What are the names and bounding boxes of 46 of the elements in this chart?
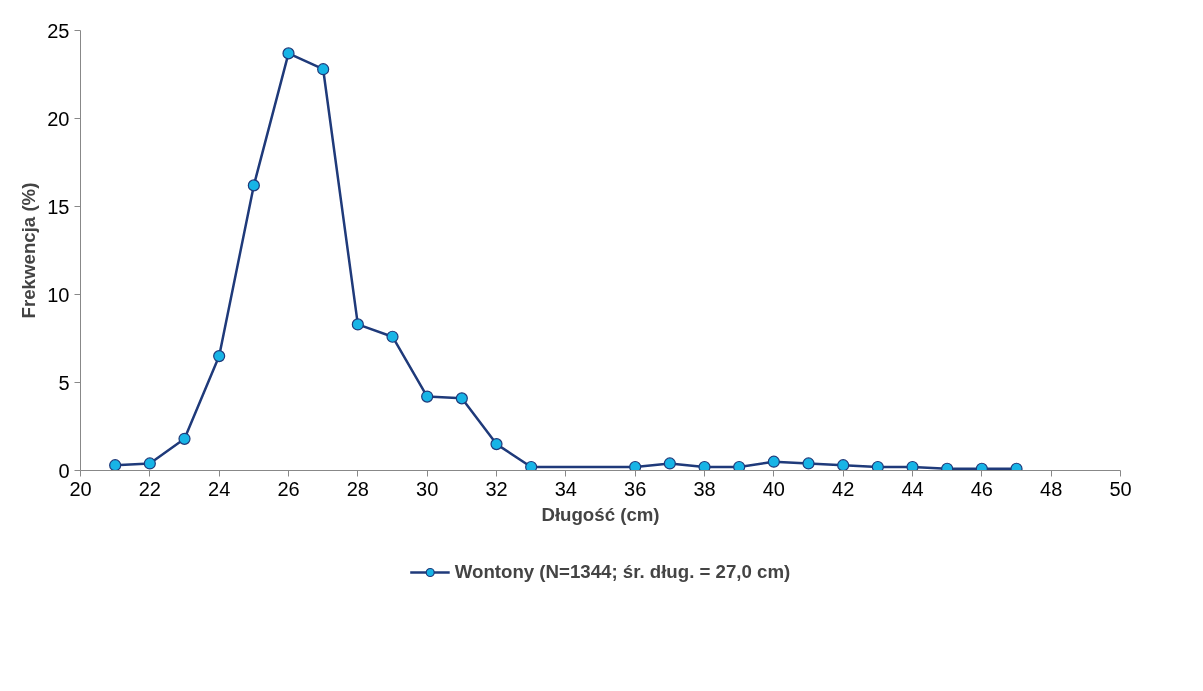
y-tick-label: 25 [47,19,70,42]
point [317,63,330,76]
point [386,330,399,343]
x-axis-title: Długość (cm) [541,503,660,525]
point [663,457,676,470]
x-tick-label: 38 [693,477,716,500]
x-tick-label: 46 [970,477,993,500]
y-tick-label: 0 [58,459,70,482]
point [282,47,295,60]
y-tick-label: 5 [58,371,70,394]
x-tick-label: 26 [277,477,300,500]
point [109,459,122,471]
point [143,457,156,470]
point [698,460,711,471]
y-tick-label: 15 [47,195,70,218]
point [733,460,746,471]
x-tick-label: 32 [485,477,508,500]
point [767,455,780,468]
point [213,350,226,363]
x-tick-label: 48 [1040,477,1063,500]
point [247,179,260,192]
point [802,457,815,470]
point [490,438,503,451]
x-tick-label: 28 [346,477,369,500]
point [906,460,919,471]
x-tick-label: 22 [138,477,161,500]
x-tick-label: 40 [762,477,785,500]
point [178,432,191,445]
point [871,460,884,471]
x-tick-label: 44 [901,477,924,500]
x-tick-label: 30 [416,477,439,500]
y-tick-label: 20 [47,107,70,130]
x-tick-label: 42 [832,477,855,500]
point [455,392,468,405]
x-tick-label: 50 [1109,477,1132,500]
x-tick-label: 34 [554,477,577,500]
y-tick-label: 10 [47,283,70,306]
x-tick-label: 24 [208,477,231,500]
y-axis-title: Frekwencja (%) [18,182,40,319]
point [421,390,434,403]
point [629,460,642,471]
point [525,460,538,471]
legend-label: Wontony (N=1344; śr. dług. = 27,0 cm) [454,561,791,583]
x-tick-label: 36 [624,477,647,500]
point [351,318,364,331]
point [837,459,850,471]
